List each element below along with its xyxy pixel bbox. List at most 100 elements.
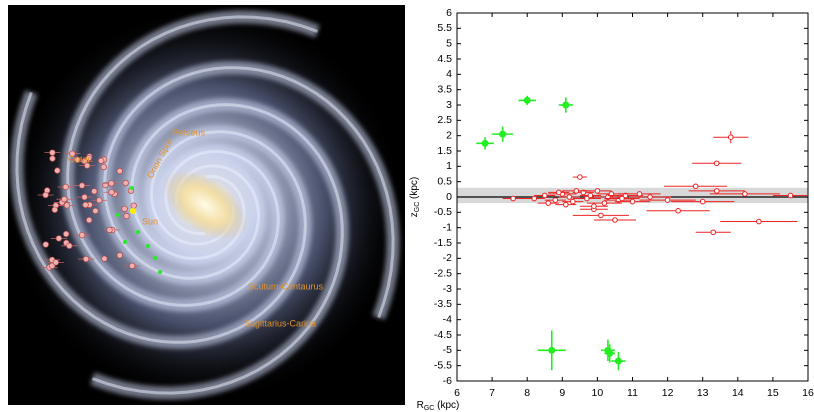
map-cluster (50, 156, 56, 162)
map-cluster (62, 196, 68, 202)
map-cluster (102, 256, 108, 262)
galaxy-panel: OuterPerseusOrion SpurSunScutum-Centauru… (5, 5, 405, 405)
map-green-cluster (158, 270, 162, 274)
map-cluster (123, 180, 129, 186)
point (567, 195, 572, 200)
point (714, 161, 719, 166)
y-tick-label: 0.5 (437, 175, 452, 187)
y-tick-label: -1.5 (434, 237, 452, 249)
map-green-cluster (153, 256, 157, 260)
point (546, 201, 551, 206)
point (700, 199, 705, 204)
sun-marker (130, 208, 136, 214)
y-tick-label: 1.5 (437, 145, 452, 157)
point (637, 192, 642, 197)
map-cluster (109, 181, 115, 187)
point (563, 102, 569, 108)
map-cluster (93, 208, 99, 214)
y-tick-label: -2.5 (434, 267, 452, 279)
map-green-cluster (146, 244, 150, 248)
point (599, 213, 604, 218)
point (757, 219, 762, 224)
y-tick-label: 4.5 (437, 53, 452, 65)
axis-label-part: GC (414, 202, 421, 213)
y-tick-label: 1 (446, 160, 452, 172)
x-tick-label: 14 (732, 387, 744, 399)
axis-label-part: R (417, 400, 424, 411)
axis-label-part: (kpc) (409, 177, 420, 202)
scatter-panel: 65.554.543.532.521.510.50-0.5-1-1.5-2-2.… (409, 7, 814, 412)
map-green-cluster (123, 240, 127, 244)
y-tick-label: -1 (443, 221, 452, 233)
map-green-cluster (136, 230, 140, 234)
point (578, 175, 583, 180)
point (588, 193, 593, 198)
map-cluster (129, 263, 135, 269)
map-cluster (109, 189, 115, 195)
map-cluster (50, 150, 56, 156)
map-cluster (91, 188, 97, 194)
map-cluster (79, 183, 85, 189)
y-tick-label: -3 (443, 283, 452, 295)
point (564, 202, 569, 207)
map-cluster (86, 217, 92, 223)
map-cluster (64, 203, 70, 209)
point (542, 193, 547, 198)
x-tick-label: 7 (489, 387, 495, 399)
x-tick-label: 6 (454, 387, 460, 399)
x-tick-label: 9 (559, 387, 565, 399)
x-tick-label: 12 (662, 387, 674, 399)
point (676, 209, 681, 214)
y-tick-label: 0 (446, 191, 452, 203)
map-cluster (52, 207, 58, 213)
x-tick-label: 10 (592, 387, 604, 399)
y-tick-label: 3.5 (437, 83, 452, 95)
point (592, 204, 597, 209)
axis-label: RGC (kpc) (417, 400, 460, 412)
point (595, 189, 600, 194)
x-tick-label: 13 (697, 387, 709, 399)
map-cluster (56, 236, 62, 242)
y-tick-label: 5.5 (437, 22, 452, 34)
point (571, 199, 576, 204)
map-cluster (117, 168, 123, 174)
point (553, 198, 558, 203)
y-tick-label: 2 (446, 129, 452, 141)
map-cluster (83, 256, 89, 262)
map-cluster (67, 243, 73, 249)
y-tick-label: -0.5 (434, 206, 452, 218)
point (511, 196, 516, 201)
point (630, 199, 635, 204)
map-label: Sagittarius-Carina (244, 318, 316, 328)
map-cluster (98, 158, 104, 164)
map-cluster (96, 197, 102, 203)
map-cluster (43, 192, 49, 198)
point (607, 350, 613, 356)
axis-label: zGC (kpc) (409, 177, 421, 218)
map-cluster (117, 253, 123, 259)
point (788, 193, 793, 198)
map-cluster (63, 231, 69, 237)
y-tick-label: -2 (443, 252, 452, 264)
y-tick-label: 5 (446, 37, 452, 49)
x-tick-label: 11 (627, 387, 638, 399)
point (728, 135, 733, 140)
y-tick-label: 4 (446, 68, 452, 80)
y-tick-label: -4.5 (434, 329, 452, 341)
point (532, 196, 537, 201)
map-label: Perseus (172, 127, 206, 137)
map-label: Outer (68, 154, 91, 164)
point (613, 218, 618, 223)
map-label: Scutum-Centaurus (248, 281, 324, 291)
map-cluster (122, 206, 128, 212)
map-cluster (101, 164, 107, 170)
map-cluster (83, 202, 89, 208)
point (482, 140, 488, 146)
point (556, 190, 561, 195)
point (500, 131, 506, 137)
y-tick-label: -5 (443, 344, 452, 356)
y-tick-label: -4 (443, 313, 452, 325)
figure: OuterPerseusOrion SpurSunScutum-Centauru… (0, 0, 814, 412)
map-cluster (54, 168, 60, 174)
